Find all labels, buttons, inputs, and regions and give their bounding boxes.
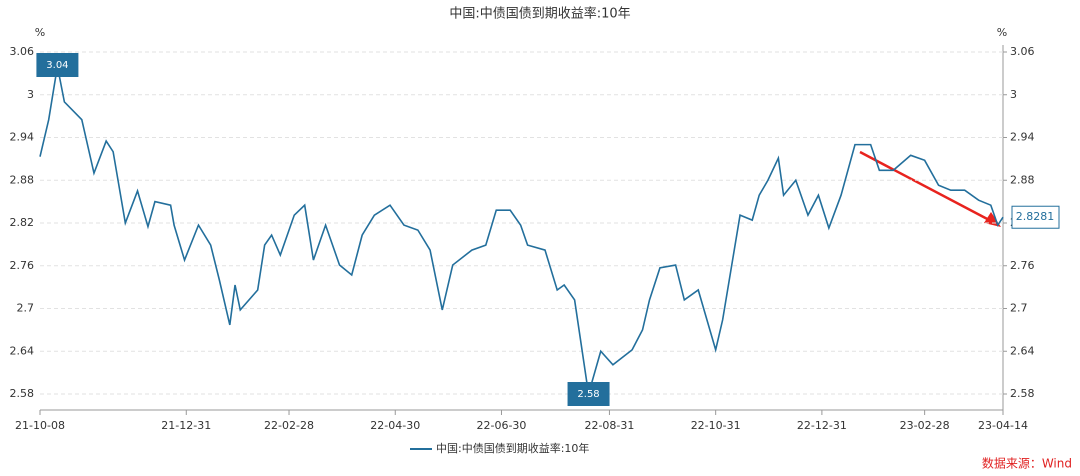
- y-tick-label: 2.88: [10, 173, 35, 186]
- y2-tick-label: 2.7: [1010, 302, 1028, 315]
- y2-tick-label: 2.58: [1010, 387, 1035, 400]
- legend-label: 中国:中债国债到期收益率:10年: [436, 441, 589, 455]
- x-tick-label: 23-02-28: [900, 419, 950, 432]
- chart-title: 中国:中债国债到期收益率:10年: [449, 6, 630, 22]
- y2-tick-label: 2.88: [1010, 173, 1035, 186]
- y-tick-label: 2.82: [10, 216, 35, 229]
- x-tick-label: 22-06-30: [477, 419, 527, 432]
- last-box: [1011, 205, 1060, 229]
- x-tick-label: 22-04-30: [370, 419, 420, 432]
- y2-tick-label: 2.76: [1010, 259, 1035, 272]
- y-tick-label: 2.58: [10, 387, 35, 400]
- max-box: [36, 53, 79, 77]
- y2-axis-label: %: [997, 26, 1007, 39]
- y-tick-label: 2.64: [10, 344, 35, 357]
- x-tick-label: 22-08-31: [584, 419, 634, 432]
- min-box: [567, 382, 610, 406]
- x-tick-label: 21-10-08: [15, 419, 65, 432]
- x-tick-label: 22-12-31: [797, 419, 847, 432]
- y-tick-label: 2.7: [17, 302, 35, 315]
- x-tick-label: 21-12-31: [161, 419, 211, 432]
- x-tick-label: 22-10-31: [691, 419, 741, 432]
- series-line: [39, 66, 1004, 395]
- y2-tick-label: 2.94: [1010, 131, 1035, 144]
- y2-tick-label: 3.06: [1010, 45, 1035, 58]
- y-tick-label: 2.76: [10, 259, 35, 272]
- max-label: 3.04: [46, 60, 68, 71]
- x-tick-label: 22-02-28: [264, 419, 314, 432]
- y-tick-label: 3: [27, 88, 34, 101]
- x-tick-label: 23-04-14: [978, 419, 1028, 432]
- y-tick-label: 3.06: [10, 45, 35, 58]
- y2-tick-label: 2.64: [1010, 344, 1035, 357]
- trend-arrow: [859, 150, 994, 224]
- last-label: 2.8281: [1016, 210, 1055, 223]
- source: 数据来源：Wind: [982, 456, 1072, 471]
- y-axis-label: %: [35, 26, 45, 39]
- y2-tick-label: 3: [1010, 88, 1017, 101]
- min-label: 2.58: [577, 389, 599, 400]
- y-tick-label: 2.94: [10, 131, 35, 144]
